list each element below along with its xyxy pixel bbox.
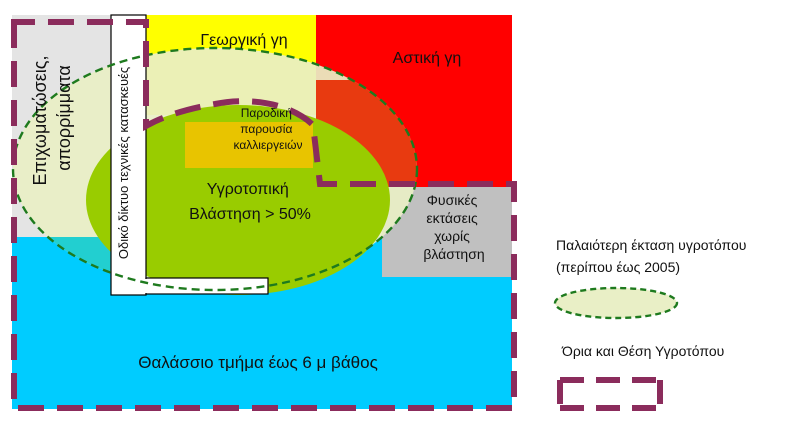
legend-former-extent-symbol [553, 286, 679, 320]
former-extent-outline [11, 46, 419, 292]
landfill-label: Επιχωματώσεις, απορρίμματα [30, 51, 74, 186]
natural-barren-label: Φυσικές εκτάσεις χωρίς βλάστηση [423, 192, 484, 262]
wetland-boundary [11, 19, 517, 411]
legend-boundary-label: Όρια και Θέση Υγροτόπου [561, 343, 724, 359]
zone-road-vertical [110, 14, 147, 296]
wetland-vegetation-label: Υγροτοπική Βλάστηση > 50% [189, 181, 311, 223]
zone-temporary-crops [185, 122, 313, 168]
sea-label: Θαλάσσιο τμήμα έως 6 μ βάθος [138, 353, 378, 372]
zone-road-horizontal [145, 277, 269, 295]
legend-boundary-symbol [557, 377, 663, 411]
urban-label: Αστική γη [393, 50, 462, 67]
agricultural-label: Γεωργική γη [200, 32, 287, 49]
legend-former-extent-label: Παλαιότερη έκταση υγροτόπου (περίπου έως… [556, 237, 750, 275]
temporary-crops-label: Παροδική παρουσία καλλιεργειών [233, 106, 302, 152]
road-label: Οδικό δίκτυο τεχνικές κατασκευές [116, 67, 131, 259]
